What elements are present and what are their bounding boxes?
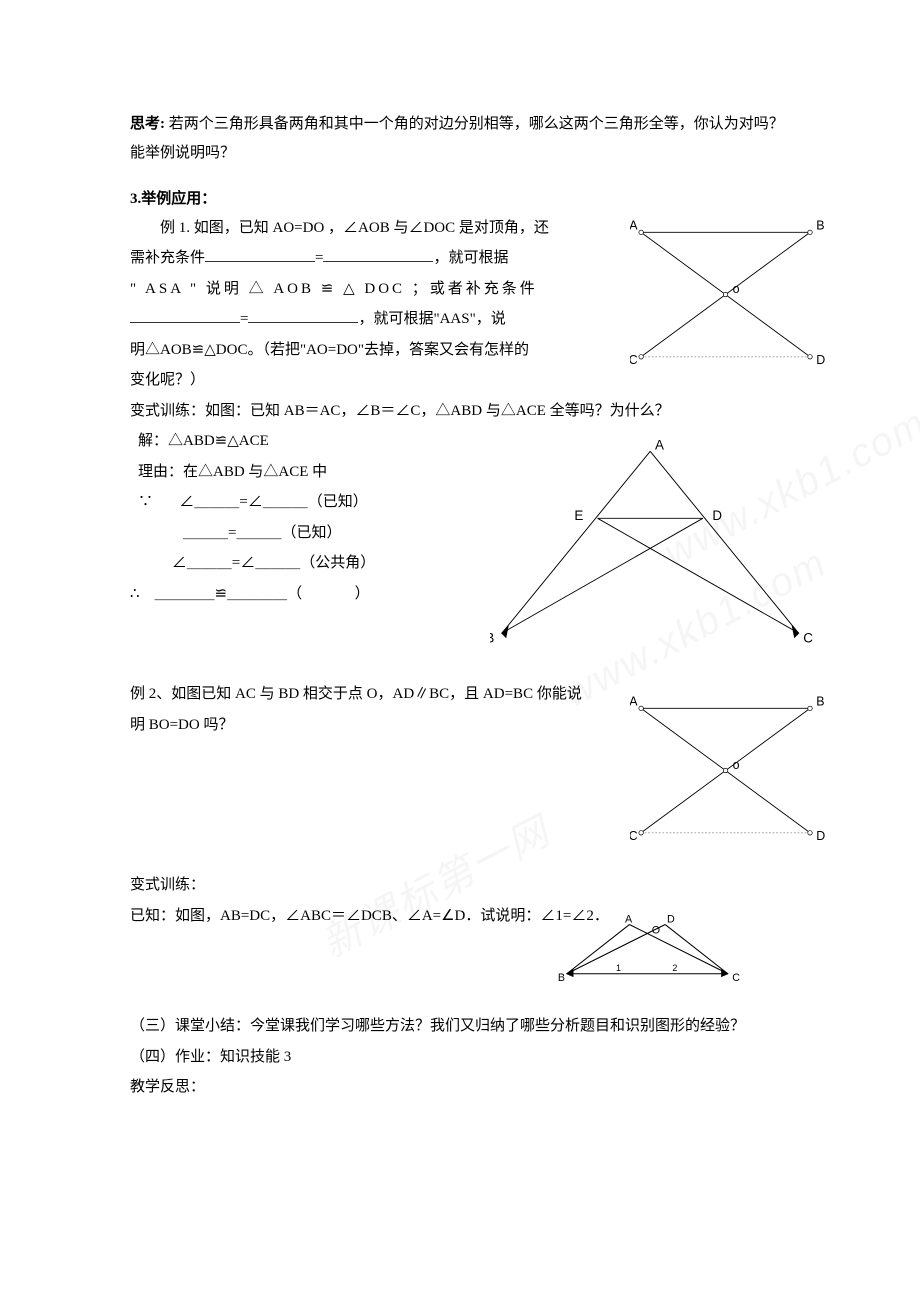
svg-text:B: B xyxy=(490,630,494,645)
figure-triangle: A B C E D xyxy=(490,437,820,657)
svg-text:o: o xyxy=(733,758,740,772)
blank xyxy=(205,244,315,262)
footer-l2: （四）作业：知识技能 3 xyxy=(130,1043,795,1072)
document-body: www.xkb1.com www.xkb1.com 新课标第一网 思考: 若两个… xyxy=(130,110,795,1102)
svg-text:D: D xyxy=(816,829,825,843)
figure-bowtie-2: A B C D o xyxy=(630,695,830,855)
svg-text:D: D xyxy=(667,914,675,926)
svg-text:A: A xyxy=(630,219,638,233)
svg-text:D: D xyxy=(816,352,825,366)
section-3-title: 3.举例应用： xyxy=(130,185,795,214)
svg-text:O: O xyxy=(652,924,660,936)
blank xyxy=(130,305,240,323)
blank xyxy=(323,244,433,262)
ex1-line1: 例 1. 如图，已知 AO=DO ，∠AOB 与∠DOC 是对顶角，还 xyxy=(130,214,560,243)
think-text: 若两个三角形具备两角和其中一个角的对边分别相等，哪么这两个三角形全等，你认为对吗… xyxy=(130,116,784,161)
figure-bowtie-1: A B C D o xyxy=(630,219,830,379)
svg-text:1: 1 xyxy=(616,963,621,973)
svg-text:A: A xyxy=(655,437,664,452)
variant2-title: 变式训练： xyxy=(130,871,795,900)
variant1-title: 变式训练：如图：已知 AB＝AC，∠B＝∠C，△ABD 与△ACE 全等吗？为什… xyxy=(130,397,795,426)
svg-text:A: A xyxy=(630,695,638,709)
svg-text:E: E xyxy=(574,508,583,523)
svg-text:C: C xyxy=(732,972,740,984)
ex1-line3: " ASA " 说明 △ AOB ≌ △ DOC ；或者补充条件 xyxy=(130,275,560,304)
blank xyxy=(248,305,358,323)
svg-text:A: A xyxy=(625,914,633,926)
ex1-line5: 明△AOB≌△DOC。（若把"AO=DO"去掉，答案又会有怎样的 xyxy=(130,336,560,365)
ex1-line6: 变化呢？） xyxy=(130,366,560,395)
think-label: 思考: xyxy=(130,116,165,132)
svg-text:o: o xyxy=(733,281,740,295)
svg-text:2: 2 xyxy=(672,963,677,973)
svg-text:D: D xyxy=(712,508,722,523)
svg-text:C: C xyxy=(630,829,638,843)
think-paragraph: 思考: 若两个三角形具备两角和其中一个角的对边分别相等，哪么这两个三角形全等，你… xyxy=(130,110,795,167)
svg-text:B: B xyxy=(558,972,565,984)
ex1-line4: =，就可根据"AAS"，说 xyxy=(130,305,560,334)
footer-l3: 教学反思： xyxy=(130,1073,795,1102)
svg-text:B: B xyxy=(816,695,824,709)
footer-l1: （三）课堂小结：今堂课我们学习哪些方法？我们又归纳了哪些分析题目和识别图形的经验… xyxy=(130,1012,795,1041)
figure-small: A D B C O 1 2 xyxy=(550,912,750,997)
svg-text:B: B xyxy=(816,219,824,233)
svg-text:C: C xyxy=(630,352,638,366)
example-1-text: 例 1. 如图，已知 AO=DO ，∠AOB 与∠DOC 是对顶角，还 需补充条… xyxy=(130,214,560,395)
svg-text:C: C xyxy=(803,630,813,645)
ex1-line2: 需补充条件=，就可根据 xyxy=(130,244,560,273)
